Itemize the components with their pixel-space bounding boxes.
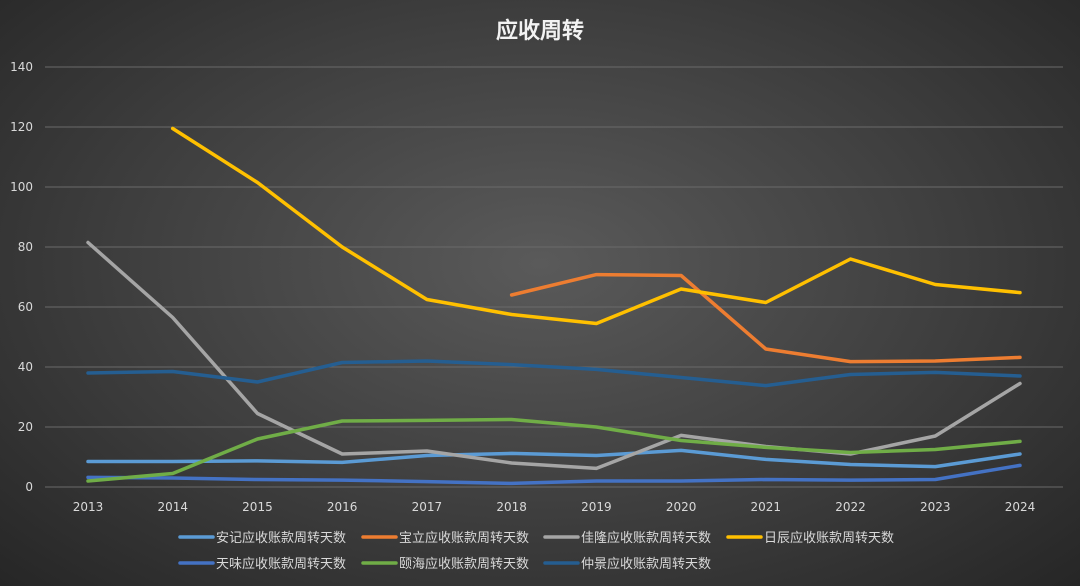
legend-label: 安记应收账款周转天数 xyxy=(216,530,346,546)
series-line-0 xyxy=(86,448,1022,469)
x-tick-label: 2016 xyxy=(327,500,358,514)
y-tick-label: 40 xyxy=(18,360,33,374)
legend: 安记应收账款周转天数 宝立应收账款周转天数 佳隆应收账款周转天数 日辰应收账款周转天数… xyxy=(178,530,894,572)
y-tick-label: 20 xyxy=(18,420,33,434)
y-tick-label: 80 xyxy=(18,240,33,254)
series-line-2 xyxy=(86,240,1022,471)
x-tick-label: 2019 xyxy=(581,500,612,514)
x-tick-label: 2023 xyxy=(920,500,951,514)
y-axis-tick-labels: 0 20 40 60 80 100 120 140 xyxy=(10,60,33,494)
legend-label: 天味应收账款周转天数 xyxy=(216,556,346,572)
x-tick-label: 2014 xyxy=(157,500,188,514)
x-tick-label: 2015 xyxy=(242,500,273,514)
x-tick-label: 2017 xyxy=(412,500,443,514)
legend-label: 仲景应收账款周转天数 xyxy=(581,556,711,572)
y-tick-label: 0 xyxy=(25,480,33,494)
y-tick-label: 100 xyxy=(10,180,33,194)
x-tick-label: 2024 xyxy=(1005,500,1036,514)
y-tick-label: 140 xyxy=(10,60,33,74)
x-tick-label: 2020 xyxy=(666,500,697,514)
series-line-4 xyxy=(86,463,1022,486)
y-tick-label: 60 xyxy=(18,300,33,314)
series-line-5 xyxy=(86,417,1022,483)
x-axis-tick-labels: 2013 2014 2015 2016 2017 2018 2019 2020 2021 2022… xyxy=(73,500,1036,514)
x-tick-label: 2021 xyxy=(751,500,782,514)
y-tick-label: 120 xyxy=(10,120,33,134)
series-line-1 xyxy=(509,272,1022,364)
x-tick-label: 2013 xyxy=(73,500,104,514)
legend-label: 日辰应收账款周转天数 xyxy=(764,530,894,546)
chart-title: 应收周转 xyxy=(496,18,584,44)
x-tick-label: 2022 xyxy=(835,500,866,514)
series-line-3 xyxy=(170,126,1022,326)
legend-label: 宝立应收账款周转天数 xyxy=(399,530,529,546)
legend-label: 颐海应收账款周转天数 xyxy=(399,556,529,572)
x-tick-label: 2018 xyxy=(496,500,527,514)
series-lines xyxy=(86,126,1022,486)
series-line-6 xyxy=(86,359,1022,388)
legend-label: 佳隆应收账款周转天数 xyxy=(581,530,711,546)
